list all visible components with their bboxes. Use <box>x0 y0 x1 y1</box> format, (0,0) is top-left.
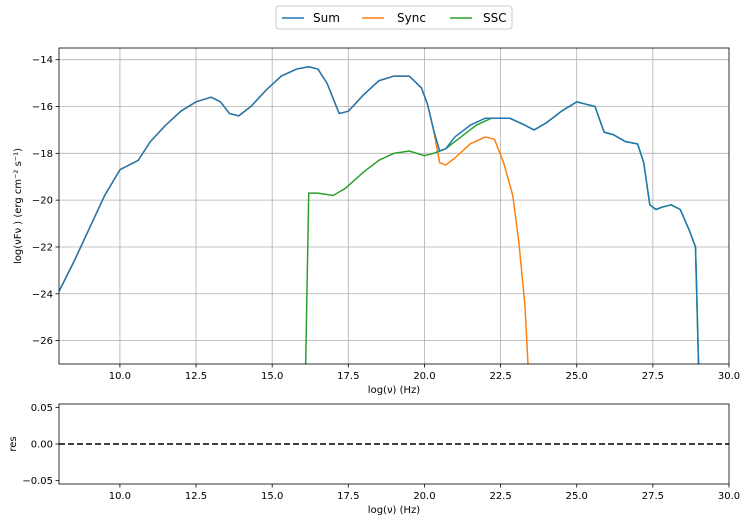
main-ytick-label-6: −14 <box>32 55 53 66</box>
main-xlabel: log(ν) (Hz) <box>368 385 420 396</box>
res-ylabel: res <box>8 436 19 451</box>
legend-entry-1: Sync <box>362 11 426 25</box>
res-xtick-label-5: 22.5 <box>489 491 511 502</box>
main-xtick-label-8: 30.0 <box>718 371 740 382</box>
legend-label-1: Sync <box>397 11 426 25</box>
main-ylabel: log(νFν ) (erg cm⁻² s⁻¹) <box>13 148 24 264</box>
legend-label-0: Sum <box>313 11 340 25</box>
main-ytick-label-0: −26 <box>32 336 53 347</box>
main-ytick-label-3: −20 <box>32 196 53 207</box>
res-xtick-label-3: 17.5 <box>337 491 359 502</box>
main-xtick-label-4: 20.0 <box>413 371 435 382</box>
main-ytick-label-5: −16 <box>32 102 53 113</box>
res-xtick-label-6: 25.0 <box>566 491 588 502</box>
res-xtick-label-0: 10.0 <box>109 491 131 502</box>
res-ytick-label-2: 0.05 <box>31 403 53 414</box>
res-ytick-label-0: −0.05 <box>22 476 53 487</box>
main-xtick-label-1: 12.5 <box>185 371 207 382</box>
residual-plot: 10.0 12.5 15.0 17.5 20.0 22.5 25.0 27.5 30.0 −0.0… <box>8 403 740 516</box>
res-xlabel: log(ν) (Hz) <box>368 505 420 516</box>
legend-entry-0: Sum <box>282 11 340 25</box>
legend-frame <box>275 5 513 30</box>
legend: Sum Sync SSC <box>275 5 513 30</box>
res-xtick-label-7: 27.5 <box>642 491 664 502</box>
main-xtick-label-7: 27.5 <box>642 371 664 382</box>
main-plot: 10.0 12.5 15.0 17.5 20.0 22.5 25.0 27.5 30.0 −26 −… <box>13 47 740 396</box>
res-xtick-label-2: 15.0 <box>261 491 283 502</box>
main-xtick-label-0: 10.0 <box>109 371 131 382</box>
res-ytick-label-1: 0.00 <box>31 440 53 451</box>
legend-label-2: SSC <box>483 11 507 25</box>
main-series-sum <box>59 65 700 364</box>
main-ytick-label-1: −24 <box>32 289 53 300</box>
main-axes-frame <box>58 47 730 365</box>
main-ytick-label-4: −18 <box>32 149 53 160</box>
main-xtick-label-6: 25.0 <box>566 371 588 382</box>
main-series-sync <box>59 65 529 364</box>
res-xtick-label-1: 12.5 <box>185 491 207 502</box>
main-ytick-label-2: −22 <box>32 242 53 253</box>
main-series-ssc <box>304 101 700 364</box>
main-xtick-label-2: 15.0 <box>261 371 283 382</box>
legend-entry-2: SSC <box>450 11 507 25</box>
res-xtick-label-8: 30.0 <box>718 491 740 502</box>
main-xtick-label-3: 17.5 <box>337 371 359 382</box>
main-xtick-label-5: 22.5 <box>489 371 511 382</box>
res-xtick-label-4: 20.0 <box>413 491 435 502</box>
